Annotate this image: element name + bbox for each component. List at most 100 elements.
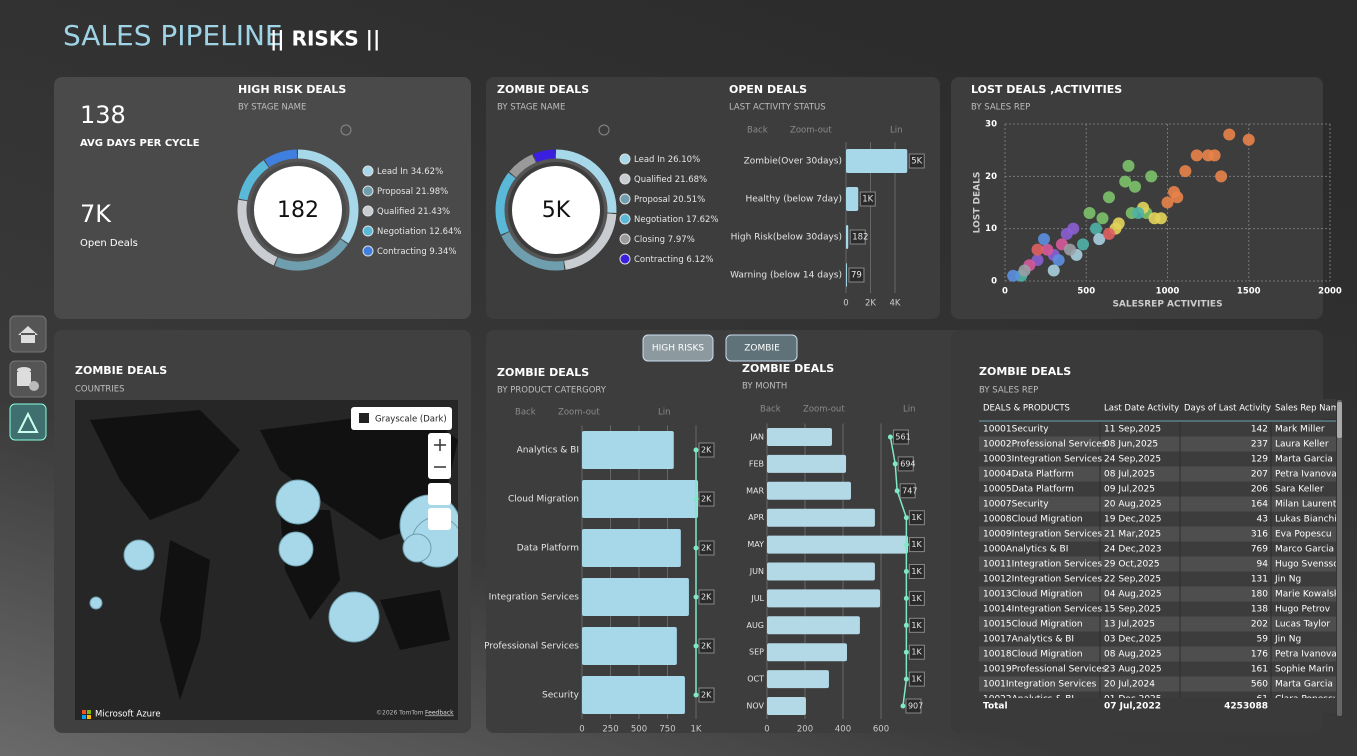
risk-button[interactable] [9, 403, 47, 441]
logo [82, 710, 86, 714]
table-cell: Sara Keller [1275, 485, 1324, 495]
table-cell: Petra Ivanova [1275, 650, 1337, 660]
scatter-point [1047, 264, 1060, 277]
line-point [693, 447, 699, 453]
table-cell: 131 [1251, 575, 1268, 585]
table-cell: 560 [1251, 680, 1268, 690]
legend-name: Qualified [377, 207, 415, 217]
scroll-thumb[interactable] [1337, 402, 1342, 438]
value-box [698, 687, 715, 703]
toolbar-item: Lin [890, 126, 902, 136]
legend-label: Contracting 9.34% [377, 247, 456, 257]
legend-value: 12.64% [429, 227, 461, 237]
scrollbar[interactable] [1337, 400, 1342, 716]
bar [846, 187, 859, 211]
y-tick-label: 0 [991, 277, 997, 287]
bar [767, 428, 832, 446]
chart-title: ZOMBIE DEALS [497, 83, 589, 96]
value-box [849, 229, 866, 245]
logo [87, 715, 91, 719]
zoom-icon [434, 439, 446, 468]
table-cell: 129 [1251, 455, 1268, 465]
y-tick-label: 30 [985, 120, 997, 130]
toolbar-item: Back [515, 408, 536, 418]
x-tick-label: 1500 [1237, 287, 1261, 297]
table-cell: 180 [1251, 590, 1268, 600]
chart-subtitle: LAST ACTIVITY STATUS [729, 103, 826, 113]
x-tick-label: 400 [835, 725, 851, 735]
table-cell: 23 Aug,2025 [1104, 665, 1162, 675]
donut-segment [237, 199, 278, 266]
line-point [693, 545, 699, 551]
category-label: JUN [749, 567, 764, 576]
legend-value: 7.97% [668, 235, 695, 245]
chart-subtitle: BY STAGE NAME [497, 103, 565, 113]
value-label: 694 [900, 459, 915, 468]
value-box [892, 429, 909, 445]
scatter-point [1148, 212, 1161, 225]
legend-value: 26.10% [668, 155, 700, 165]
map-feedback[interactable]: Feedback [425, 710, 454, 717]
category-label: High Risk(below 30days) [731, 233, 842, 243]
x-tick-label: 0 [764, 725, 769, 735]
value-label: 1K [911, 513, 922, 522]
value-box [859, 191, 876, 207]
scatter-point [1090, 222, 1102, 235]
table-subtitle: BY SALES REP [979, 386, 1038, 396]
table-row-bg [979, 571, 1336, 587]
line-point [892, 461, 898, 467]
value-box [908, 590, 925, 606]
table-cell: 10007Security [983, 500, 1049, 510]
scatter-point [1103, 191, 1115, 204]
bar [846, 149, 908, 173]
map-style[interactable] [351, 407, 452, 430]
kpi-label: Open Deals [80, 238, 138, 249]
table-row-bg [979, 586, 1336, 602]
x-tick-label: 750 [659, 725, 675, 735]
table-row-bg [979, 556, 1336, 572]
x-tick-label: 200 [797, 725, 813, 735]
table-cell: 94 [1257, 560, 1269, 570]
table-cell: Marco Garcia [1275, 545, 1334, 555]
table-cell: 10015Cloud Migration [983, 620, 1083, 630]
legend-swatch [362, 165, 374, 177]
scatter-point [1031, 243, 1044, 256]
legend-label: Qualified 21.68% [634, 175, 707, 185]
chart-subtitle: BY STAGE NAME [238, 103, 306, 113]
filter-label[interactable]: ZOMBIE [744, 344, 780, 354]
category-label: MAR [746, 486, 764, 495]
column-header: Sales Rep Nam [1275, 404, 1339, 414]
pitch-control[interactable] [428, 483, 451, 505]
line-point [693, 594, 699, 600]
x-tick-label: 4K [890, 299, 901, 309]
donut-segment [274, 239, 348, 271]
value-label: 2K [701, 642, 712, 651]
filter-button[interactable] [725, 334, 798, 362]
filter-button[interactable] [642, 334, 714, 362]
column-header: Days of Last Activity [1184, 404, 1271, 414]
toolbar-item: Lin [903, 405, 915, 415]
x-tick-label: 1000 [1156, 287, 1180, 297]
map-style-label[interactable]: Grayscale (Dark) [375, 415, 447, 425]
scatter-point [1018, 264, 1031, 277]
locate-control[interactable] [428, 508, 451, 530]
scatter-point [1083, 206, 1096, 219]
line-point [900, 703, 906, 709]
home-button[interactable] [9, 315, 47, 353]
scatter-point [1168, 186, 1180, 199]
table-cell: 43 [1257, 515, 1268, 525]
scatter-point [1064, 243, 1076, 256]
db-icon [17, 372, 31, 386]
filter-label[interactable]: HIGH RISKS [652, 344, 705, 354]
chart-title: LOST DEALS ,ACTIVITIES [971, 83, 1122, 96]
table-cell: 10005Data Platform [983, 485, 1074, 495]
scatter-point [1052, 254, 1065, 267]
table-cell: Sophie Marin [1275, 665, 1334, 675]
legend-label: Lead In 26.10% [634, 155, 700, 165]
page-subtitle: || RISKS || [270, 27, 380, 51]
panel [951, 77, 1323, 319]
chart-title: ZOMBIE DEALS [497, 366, 589, 379]
table-cell: 164 [1251, 500, 1268, 510]
category-label: Integration Services [489, 593, 580, 603]
scatter-point [1129, 180, 1141, 193]
